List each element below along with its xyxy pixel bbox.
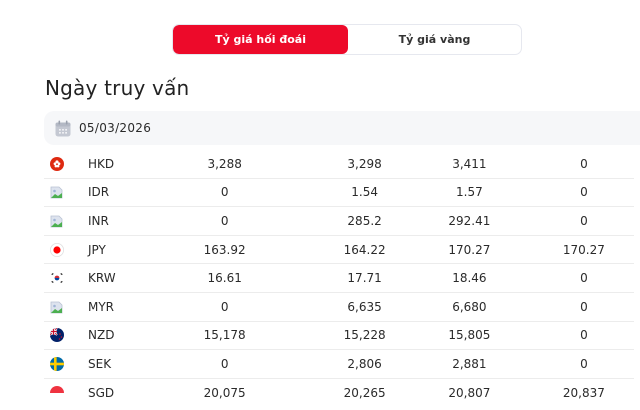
rate-value: 0 <box>580 156 588 171</box>
date-value: 05/03/2026 <box>79 121 152 135</box>
rate-value: 0 <box>580 299 588 314</box>
currency-code: MYR <box>88 299 115 314</box>
table-row: SGD 20,075 20,265 20,807 20,837 <box>44 379 634 408</box>
rate-value: 0 <box>220 356 229 371</box>
rate-value: 2,806 <box>347 356 382 371</box>
rate-type-tabs: Tỷ giá hối đoái Tỷ giá vàng <box>172 24 522 55</box>
sweden-flag-icon <box>50 356 64 371</box>
hong-kong-flag-icon <box>50 156 64 171</box>
singapore-flag-icon <box>50 386 64 401</box>
exchange-rate-table: HKD 3,288 3,298 3,411 0 IDR 0 1.54 1.57 … <box>44 150 634 407</box>
south-korea-flag-icon <box>50 271 64 286</box>
table-row: JPY 163.92 164.22 170.27 170.27 <box>44 236 634 265</box>
rate-value: 15,228 <box>343 328 386 343</box>
rate-value: 292.41 <box>448 213 491 228</box>
currency-code: KRW <box>88 271 116 286</box>
currency-code: HKD <box>88 156 115 171</box>
new-zealand-flag-icon <box>50 328 64 343</box>
rate-value: 3,298 <box>347 156 382 171</box>
table-row: MYR 0 6,635 6,680 0 <box>44 293 634 322</box>
rate-value: 0 <box>580 185 588 200</box>
broken-image-icon <box>50 300 64 314</box>
tab-exchange-rate[interactable]: Tỷ giá hối đoái <box>173 25 348 54</box>
currency-code: SEK <box>88 356 112 371</box>
rate-value: 20,265 <box>343 386 386 401</box>
rate-value: 285.2 <box>347 213 382 228</box>
rate-value: 18.46 <box>452 271 487 286</box>
currency-code: NZD <box>88 328 115 343</box>
rate-value: 0 <box>580 328 588 343</box>
broken-image-icon <box>50 214 64 228</box>
rate-value: 1.54 <box>351 185 378 200</box>
rate-value: 3,411 <box>452 156 487 171</box>
date-picker[interactable]: 05/03/2026 <box>44 111 640 145</box>
rate-value: 6,680 <box>452 299 487 314</box>
rate-value: 16.61 <box>207 271 242 286</box>
rate-value: 164.22 <box>343 242 386 257</box>
rate-value: 15,805 <box>448 328 491 343</box>
rate-value: 170.27 <box>448 242 491 257</box>
rate-value: 3,288 <box>207 156 242 171</box>
currency-code: IDR <box>88 185 110 200</box>
rate-value: 17.71 <box>347 271 382 286</box>
rate-value: 15,178 <box>203 328 246 343</box>
rate-value: 0 <box>580 271 588 286</box>
rate-value: 0 <box>580 213 588 228</box>
broken-image-icon <box>50 185 64 199</box>
japan-flag-icon <box>50 242 64 257</box>
rate-value: 0 <box>220 299 229 314</box>
page-title: Ngày truy vấn <box>45 76 190 100</box>
rate-value: 170.27 <box>562 242 605 257</box>
table-row: KRW 16.61 17.71 18.46 0 <box>44 264 634 293</box>
rate-value: 6,635 <box>347 299 382 314</box>
table-row: SEK 0 2,806 2,881 0 <box>44 350 634 379</box>
rate-value: 1.57 <box>456 185 483 200</box>
currency-code: JPY <box>88 242 106 257</box>
table-row: HKD 3,288 3,298 3,411 0 <box>44 150 634 179</box>
currency-code: INR <box>88 213 109 228</box>
rate-value: 0 <box>220 213 229 228</box>
tab-gold-rate[interactable]: Tỷ giá vàng <box>398 33 471 46</box>
calendar-icon <box>55 120 71 137</box>
table-row: INR 0 285.2 292.41 0 <box>44 207 634 236</box>
table-row: NZD 15,178 15,228 15,805 0 <box>44 322 634 351</box>
rate-value: 0 <box>220 185 229 200</box>
rate-value: 163.92 <box>203 242 246 257</box>
rate-value: 2,881 <box>452 356 487 371</box>
currency-code: SGD <box>88 386 115 401</box>
rate-value: 20,837 <box>562 386 605 401</box>
rate-value: 0 <box>580 356 588 371</box>
rate-value: 20,075 <box>203 386 246 401</box>
table-row: IDR 0 1.54 1.57 0 <box>44 179 634 208</box>
rate-value: 20,807 <box>448 386 491 401</box>
